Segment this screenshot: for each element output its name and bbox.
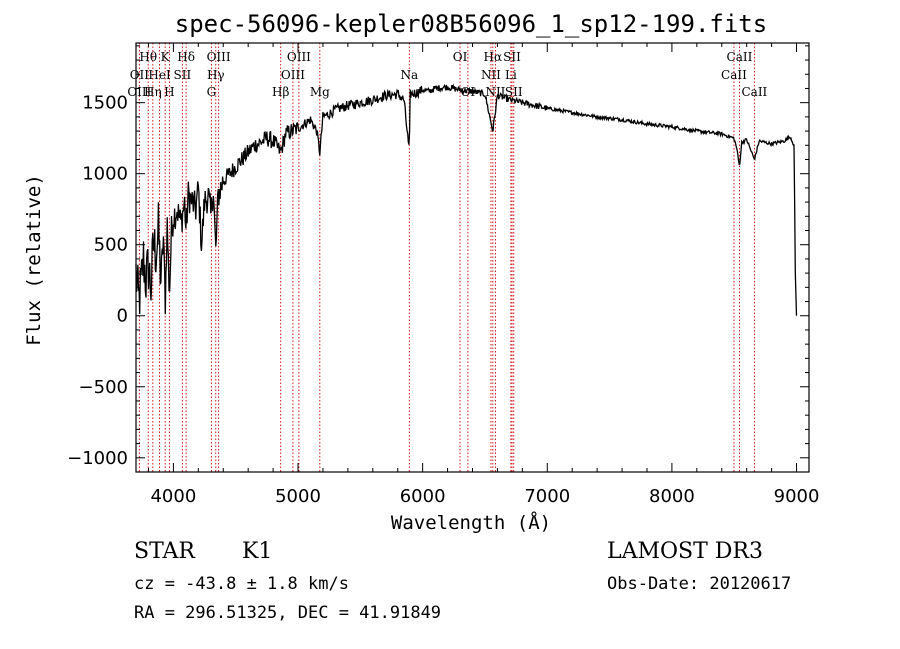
spectral-line-label: Na: [400, 68, 418, 82]
x-tick-label: 7000: [524, 486, 570, 507]
coordinates: RA = 296.51325, DEC = 41.91849: [134, 603, 442, 623]
x-tick-label: 8000: [649, 486, 695, 507]
spectral-line-label: OI: [461, 85, 476, 99]
spectral-line-label: OIII: [127, 85, 151, 99]
chart-title: spec-56096-kepler08B56096_1_sp12-199.fit…: [175, 10, 767, 38]
spectral-line-label: OI: [453, 50, 468, 64]
spectral-line-label: Hη: [144, 85, 162, 99]
x-tick-label: 5000: [275, 486, 321, 507]
plot-frame: [135, 42, 810, 473]
y-axis-label: Flux (relative): [23, 174, 45, 346]
spectral-line-label: OIII: [207, 50, 231, 64]
spectrum-line: [135, 83, 798, 316]
spectral-line-label: NII: [481, 68, 501, 82]
spectral-line-label: Hβ: [272, 85, 289, 99]
obs-date: Obs-Date: 20120617: [607, 574, 792, 594]
spectral-line-label: K: [161, 50, 171, 64]
y-tick-label: 500: [94, 235, 128, 256]
x-tick-label: 6000: [400, 486, 446, 507]
redshift-text: cz = -43.8 ± 1.8 km/s: [134, 574, 349, 594]
object-class: STAR: [134, 539, 195, 564]
y-axis-ticks: −1000 −500 0 500 1000 1500: [67, 45, 809, 469]
spectral-line-label: OIII: [281, 68, 305, 82]
spectral-line-label: Hθ: [139, 50, 157, 64]
y-tick-label: 1000: [82, 164, 128, 185]
spectral-line-label: HeI: [148, 68, 171, 82]
spectral-line-label: CaII: [741, 85, 767, 99]
spectral-line-label: NII: [485, 85, 505, 99]
spectral-line-label: SII: [174, 68, 192, 82]
object-subclass: K1: [242, 539, 273, 564]
y-tick-label: 0: [117, 306, 128, 327]
y-tick-label: 1500: [82, 93, 128, 114]
spectral-line-label: CaII: [721, 68, 747, 82]
spectral-line-label: Hα: [484, 50, 503, 64]
spectral-line-label: Hγ: [207, 68, 225, 82]
spectral-line-label: Li: [505, 68, 517, 82]
survey-name: LAMOST DR3: [607, 539, 763, 564]
y-tick-label: −1000: [67, 448, 128, 469]
spectral-line-label: SII: [503, 50, 521, 64]
spectral-line-label: SII: [505, 85, 523, 99]
x-axis-label: Wavelength (Å): [391, 511, 551, 534]
spectral-line-label: CaII: [727, 50, 753, 64]
spectral-line-label: G: [207, 85, 217, 99]
x-tick-label: 4000: [150, 486, 196, 507]
spectral-line-label: OIII: [287, 50, 311, 64]
y-tick-label: −500: [79, 377, 128, 398]
spectral-line-label: Mg: [310, 85, 330, 99]
spectral-line-label: OII: [130, 68, 150, 82]
spectral-line-markers: [138, 43, 755, 472]
x-tick-label: 9000: [774, 486, 820, 507]
spectral-line-label: H: [164, 85, 174, 99]
x-axis-ticks: 4000 5000 6000 7000 8000 9000: [147, 43, 820, 507]
spectral-line-label: Hδ: [177, 50, 195, 64]
